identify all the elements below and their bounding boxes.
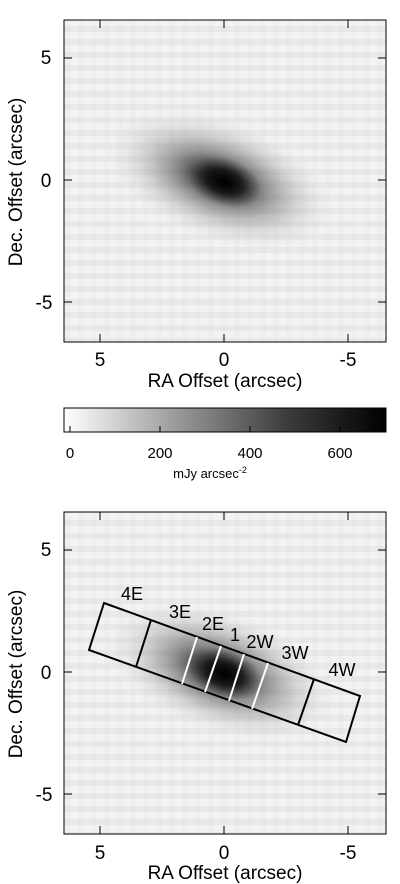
region-label-4W: 4W <box>329 660 356 680</box>
region-label-2E: 2E <box>202 614 224 634</box>
top-ytick-5: 5 <box>41 48 52 69</box>
region-label-1: 1 <box>230 625 240 645</box>
bottom-xtick-neg5: -5 <box>340 843 357 864</box>
bottom-ytick-neg5: -5 <box>36 785 53 806</box>
bottom-y-axis-label: Dec. Offset (arcsec) <box>6 590 27 759</box>
slit-divider-4E-3E <box>135 619 152 668</box>
colorbar-gradient <box>63 407 387 433</box>
colorbar-unit-sup: -2 <box>239 465 247 475</box>
colorbar-tick-600: 600 <box>327 445 352 462</box>
top-panel: 5 0 -5 5 0 -5 RA Offset (arcsec) Dec. Of… <box>6 19 387 392</box>
bottom-ticks <box>64 512 386 834</box>
top-galaxy-core <box>188 155 262 209</box>
colorbar-unit-main: mJy arcsec <box>173 466 239 481</box>
bottom-ytick-5: 5 <box>41 540 52 561</box>
region-label-3W: 3W <box>282 643 309 663</box>
bottom-xtick-5: 5 <box>95 843 106 864</box>
colorbar-tick-0: 0 <box>66 445 74 462</box>
top-frame <box>63 19 387 343</box>
colorbar: 0 200 400 600 mJy arcsec-2 <box>63 407 387 481</box>
top-ticks <box>64 20 386 342</box>
bottom-xtick-0: 0 <box>219 843 230 864</box>
slit-divider-1-2W <box>228 653 245 702</box>
slit-outline <box>87 601 362 744</box>
bottom-x-axis-label: RA Offset (arcsec) <box>148 863 303 884</box>
slit-divider-3W-4W <box>297 678 315 726</box>
top-x-axis-label: RA Offset (arcsec) <box>148 371 303 392</box>
colorbar-ticks <box>69 426 341 432</box>
bottom-panel: 4E 3E 2E 1 2W 3W 4W 5 0 -5 5 0 -5 RA Off… <box>6 511 387 884</box>
region-label-4E: 4E <box>121 584 143 604</box>
slit-divider-3E-2E <box>181 636 198 685</box>
top-y-axis-label: Dec. Offset (arcsec) <box>6 98 27 267</box>
top-ytick-0: 0 <box>41 171 52 192</box>
colorbar-unit-label: mJy arcsec-2 <box>173 465 247 481</box>
top-xtick-neg5: -5 <box>340 350 357 371</box>
slit-divider-2W-3W <box>251 662 269 710</box>
region-label-2W: 2W <box>247 632 274 652</box>
top-ytick-neg5: -5 <box>36 293 53 314</box>
top-xtick-5: 5 <box>95 350 106 371</box>
region-label-3E: 3E <box>169 602 191 622</box>
bottom-ytick-0: 0 <box>41 663 52 684</box>
colorbar-tick-200: 200 <box>147 445 172 462</box>
slit-divider-2E-1 <box>204 645 222 693</box>
bottom-frame <box>63 511 387 835</box>
top-xtick-0: 0 <box>219 350 230 371</box>
colorbar-tick-400: 400 <box>237 445 262 462</box>
